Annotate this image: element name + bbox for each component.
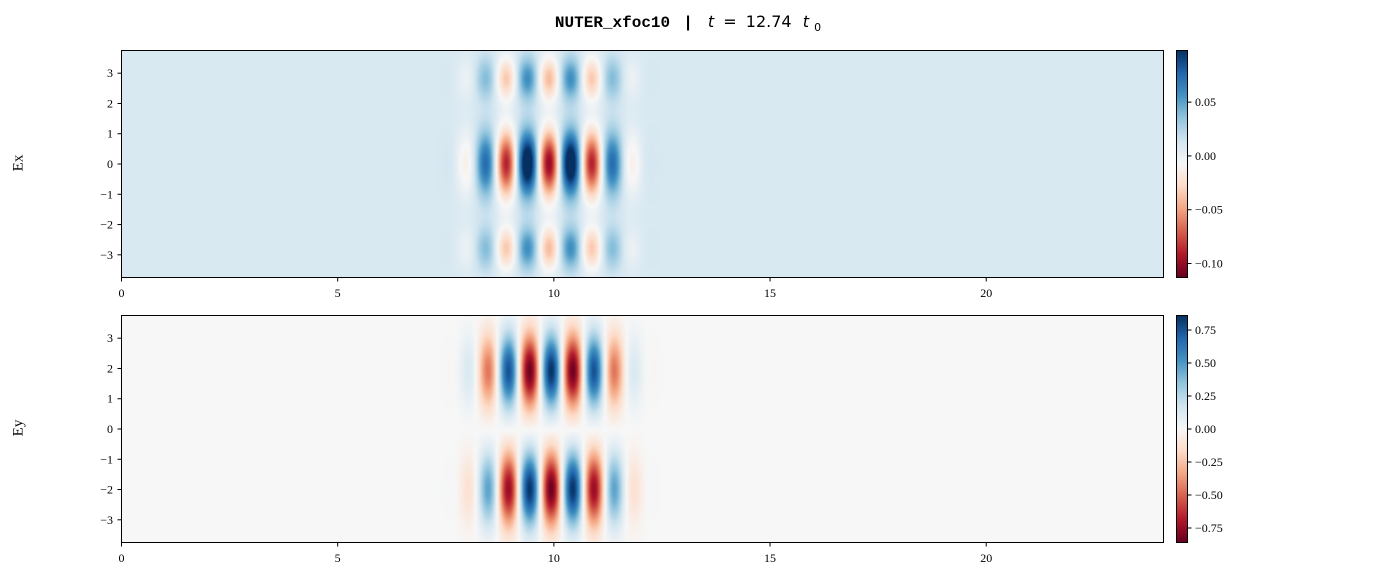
title-run-name: NUTER_xfoc10 <box>555 14 670 32</box>
x-tick-label: 20 <box>980 551 992 565</box>
y-tick-label: 1 <box>107 127 113 141</box>
x-tick-label: 0 <box>119 551 125 565</box>
colorbar-tick-label: 0.05 <box>1195 95 1216 109</box>
title-separator: | <box>683 14 693 32</box>
x-tick-label: 0 <box>119 286 125 300</box>
colorbar-tick-label: −0.10 <box>1195 257 1223 271</box>
colorbar <box>1176 50 1187 277</box>
colorbar-tick-label: 0.50 <box>1195 356 1216 370</box>
field-heatmap <box>121 315 1163 542</box>
title-time-var: t <box>708 12 715 31</box>
row-label: Ex <box>10 154 26 171</box>
y-tick-label: −1 <box>100 452 113 466</box>
y-tick-label: −2 <box>100 218 113 232</box>
y-tick-label: −2 <box>100 483 113 497</box>
ey-panel: Ey0 5 10 15 203210−1−2−30.750.500.250.00−0.2… <box>10 315 1223 565</box>
x-tick-label: 10 <box>548 551 560 565</box>
y-tick-label: 0 <box>107 157 113 171</box>
colorbar-tick-label: −0.50 <box>1195 488 1223 502</box>
figure-title: NUTER_xfoc10 | t = 12.74 t 0 <box>555 12 821 34</box>
row-label: Ey <box>10 419 26 436</box>
x-tick-label: 20 <box>980 286 992 300</box>
colorbar <box>1176 315 1187 542</box>
x-tick-label: 5 <box>335 286 341 300</box>
title-unit-var: t <box>803 12 810 31</box>
y-tick-label: −3 <box>100 248 113 262</box>
colorbar-frame <box>1176 50 1188 278</box>
y-tick-label: 3 <box>107 66 113 80</box>
colorbar-tick-label: −0.25 <box>1195 455 1223 469</box>
y-tick-label: 2 <box>107 96 113 110</box>
colorbar-tick-label: 0.00 <box>1195 149 1216 163</box>
title-time-value: 12.74 <box>746 12 792 31</box>
y-tick-label: −1 <box>100 187 113 201</box>
x-tick-label: 15 <box>764 286 776 300</box>
colorbar-tick-label: −0.05 <box>1195 203 1223 217</box>
colorbar-tick-label: 0.00 <box>1195 422 1216 436</box>
y-tick-label: 1 <box>107 392 113 406</box>
x-tick-label: 5 <box>335 551 341 565</box>
colorbar-tick-label: 0.25 <box>1195 389 1216 403</box>
colorbar-tick-label: −0.75 <box>1195 521 1223 535</box>
y-tick-label: −3 <box>100 513 113 527</box>
y-tick-label: 3 <box>107 331 113 345</box>
x-tick-label: 15 <box>764 551 776 565</box>
colorbar-tick-label: 0.75 <box>1195 323 1216 337</box>
y-tick-label: 2 <box>107 361 113 375</box>
title-equals: = <box>723 12 736 31</box>
y-tick-label: 0 <box>107 422 113 436</box>
x-tick-label: 10 <box>548 286 560 300</box>
field-heatmap <box>121 50 1163 277</box>
title-unit-sub: 0 <box>814 21 821 34</box>
